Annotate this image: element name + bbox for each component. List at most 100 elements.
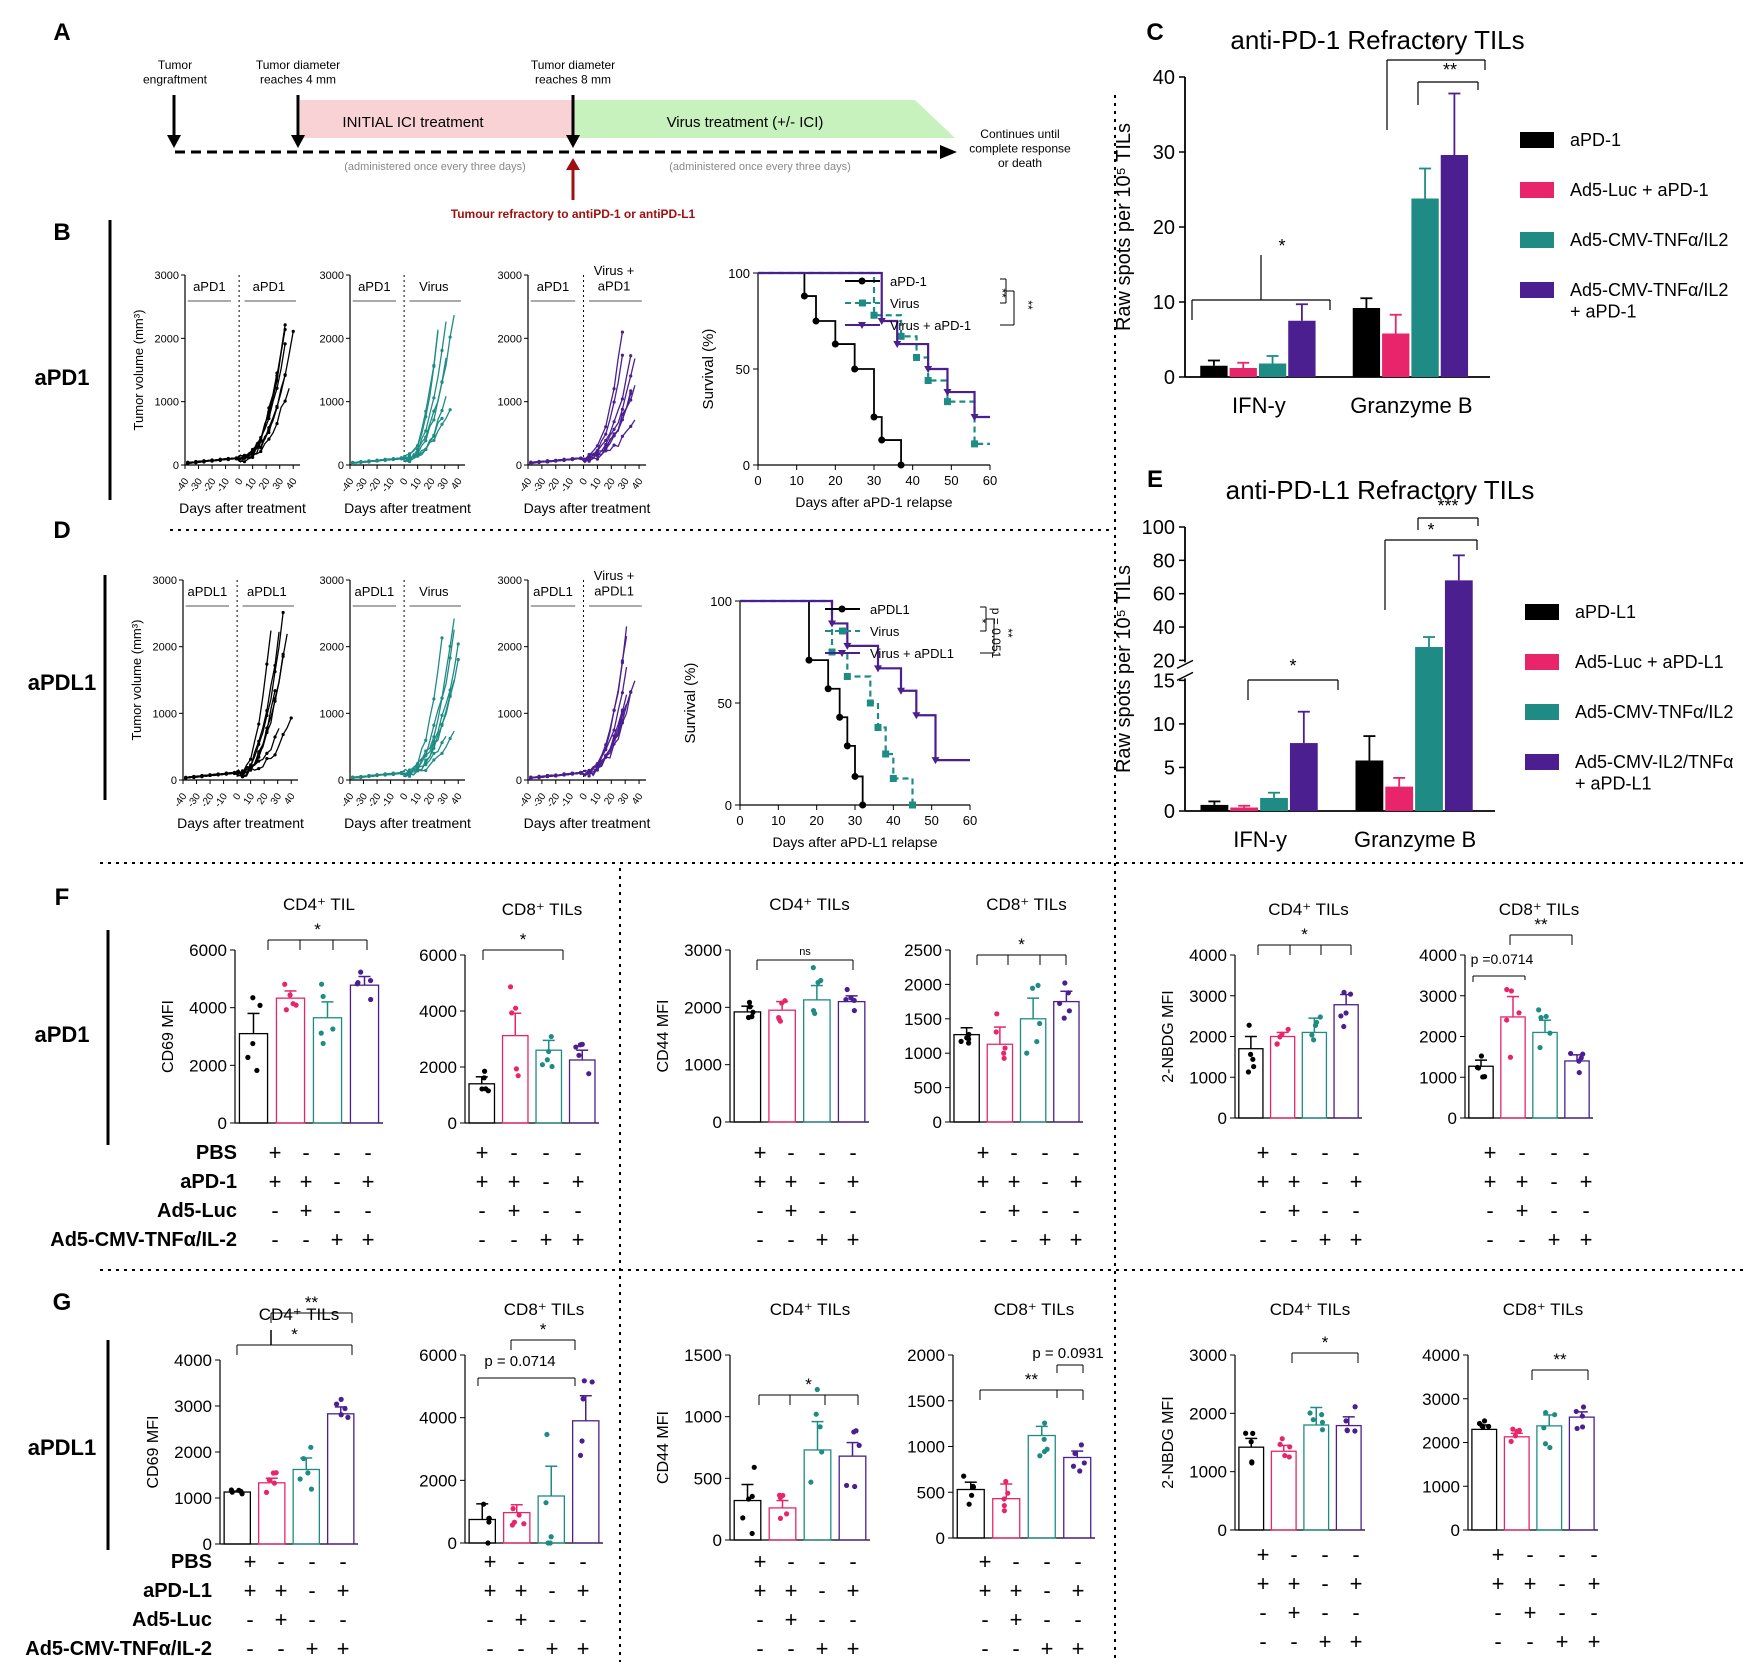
tumor-growth-curve [352, 331, 439, 464]
tumor-data-point [416, 447, 420, 451]
tumor-data-point [202, 460, 206, 464]
data-point [1481, 1418, 1488, 1424]
data-point [577, 1042, 583, 1048]
treatment-sign: - [787, 1549, 794, 1574]
y-tick-label: 2000 [155, 333, 179, 345]
x-tick-label: 30 [436, 791, 452, 807]
tumor-data-point [587, 459, 591, 463]
y-axis-label: Raw spots per 10⁵ TILs [1113, 565, 1135, 773]
survival-marker [800, 292, 808, 300]
sig-star: * [1322, 1333, 1329, 1352]
tumor-data-point [273, 753, 277, 757]
data-point [1310, 1417, 1316, 1423]
data-point [1282, 1452, 1288, 1459]
data-point [1037, 1453, 1043, 1459]
treatment-sign: + [484, 1578, 497, 1603]
tumor-data-point [200, 775, 204, 779]
x-axis-label: Days after treatment [524, 500, 651, 516]
tumor-data-point [257, 755, 261, 759]
treatment-sign: - [818, 1140, 825, 1165]
timeline-arrowhead [940, 145, 957, 159]
data-point [308, 1486, 315, 1492]
data-point [486, 1515, 492, 1522]
bar [803, 1449, 832, 1541]
x-tick-label: 0 [398, 476, 410, 487]
tumor-data-point [604, 438, 608, 442]
x-tick-label: 40 [886, 813, 900, 828]
tumor-growth-curve [185, 717, 292, 779]
treatment-sign: - [979, 1198, 986, 1223]
y-tick-label: 2000 [153, 642, 177, 654]
treatment-sign: + [1588, 1571, 1601, 1596]
data-point [1249, 1459, 1255, 1465]
data-point [1245, 1069, 1252, 1075]
data-point [515, 1073, 521, 1079]
bar [953, 1033, 980, 1123]
data-point [817, 1424, 823, 1430]
y-axis-label: Tumor volume (mm³) [131, 310, 146, 431]
virus-region [575, 100, 955, 138]
sig-star: ns [799, 946, 811, 958]
panel-letter-E: E [1147, 466, 1163, 493]
tumor-data-point [283, 327, 287, 332]
data-point [573, 1044, 579, 1050]
tumor-data-point [424, 763, 428, 767]
treatment-sign: + [1257, 1169, 1270, 1194]
tumor-data-point [257, 767, 261, 771]
survival-marker [943, 398, 951, 406]
treatment-label: aPD-L1 [143, 1580, 212, 1602]
tumor-data-point [620, 412, 625, 417]
axis-break [1176, 671, 1194, 682]
treatment-sign: - [1321, 1169, 1328, 1194]
data-point [266, 1477, 272, 1483]
treatment-sign: - [1043, 1578, 1050, 1603]
tumor-data-point [612, 387, 616, 391]
survival-marker [843, 642, 852, 650]
tumor-data-point [595, 763, 600, 767]
data-point [1279, 1031, 1285, 1037]
survival-marker [878, 436, 886, 444]
chart-title: CD4⁺ TILs [259, 1305, 339, 1324]
data-point [1041, 1436, 1047, 1442]
bar [838, 1455, 867, 1541]
sig-star: * [520, 930, 527, 949]
bar [1500, 1016, 1526, 1119]
survival-marker [893, 341, 902, 349]
tumor-data-point [440, 722, 444, 726]
tumor-data-point [283, 342, 287, 346]
treatment-sign: + [1484, 1169, 1497, 1194]
tumor-data-point [424, 415, 428, 419]
x-tick-label: 10 [242, 791, 258, 807]
data-point [1352, 1428, 1358, 1434]
y-tick-label: 0 [338, 460, 344, 472]
tumor-data-point [391, 772, 395, 776]
data-point [308, 1444, 314, 1450]
y-tick-label: 1500 [684, 1346, 722, 1365]
tumor-data-point [240, 771, 245, 775]
treatment-sign: - [302, 1227, 309, 1252]
tumor-data-point [529, 775, 533, 780]
data-point [966, 1040, 972, 1046]
x-tick-label: 20 [809, 813, 823, 828]
timeline-marker-arrowhead [167, 135, 181, 148]
tumor-data-point [432, 723, 436, 727]
x-tick-label: 20 [602, 791, 618, 807]
refractory-arrowhead [566, 158, 580, 170]
treatment-sign: - [1486, 1227, 1493, 1252]
treatment-sign: + [1072, 1636, 1085, 1661]
treatment-sign: + [337, 1578, 350, 1603]
data-point [521, 1521, 527, 1527]
y-tick-label: 0 [448, 1114, 457, 1133]
treatment-sign: - [510, 1140, 517, 1165]
data-point [1041, 1420, 1048, 1426]
data-point [1508, 988, 1515, 994]
treatment-sign: + [1524, 1600, 1537, 1625]
tumor-data-point [259, 439, 263, 443]
bar [1385, 786, 1414, 811]
data-point [1507, 1054, 1514, 1060]
initial-ici-label: INITIAL ICI treatment [342, 114, 484, 131]
data-point [1001, 1496, 1007, 1502]
x-tick-label: 50 [924, 813, 938, 828]
data-point [548, 1534, 554, 1540]
sig-star: * [1018, 935, 1025, 954]
